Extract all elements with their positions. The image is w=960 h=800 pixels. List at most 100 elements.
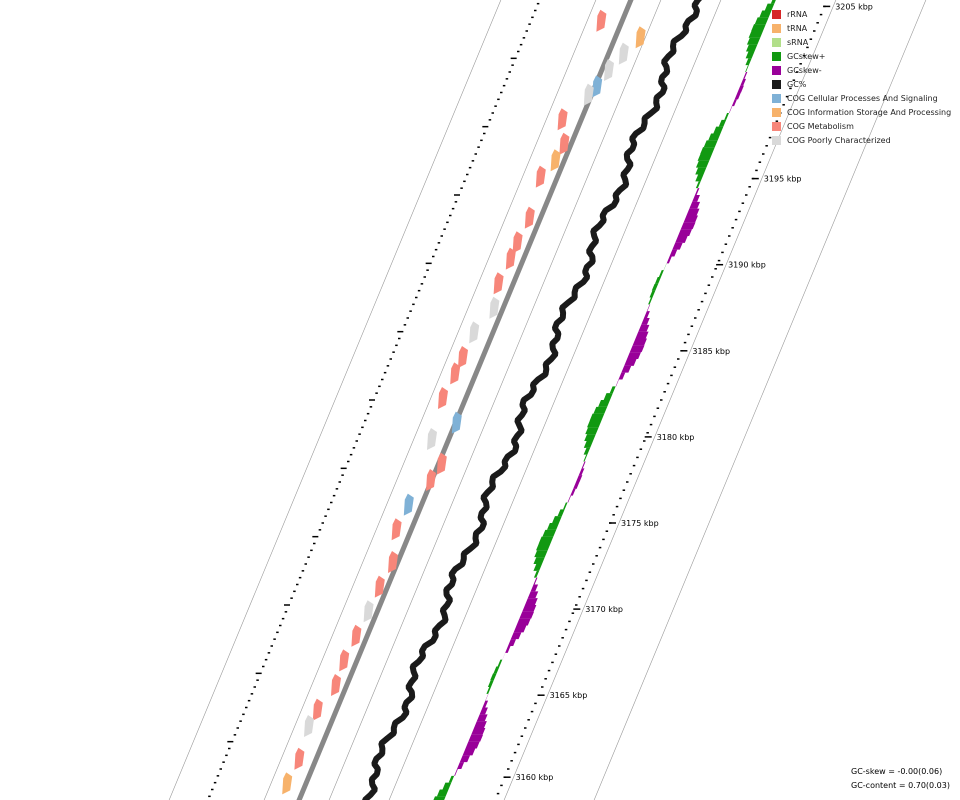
gc-skew-bar: [700, 147, 715, 154]
gc-skew-bar: [680, 222, 696, 230]
gc-skew-bar: [533, 570, 540, 578]
track-lines: [168, 0, 927, 800]
gc-skew-bar: [746, 44, 758, 52]
legend-label: COG Poorly Characterized: [787, 136, 891, 145]
gc-skew-bar: [533, 564, 542, 571]
gene-feature: [493, 272, 504, 295]
legend: rRNA tRNA sRNA GCskew+ GCskew- GC% COG C…: [772, 8, 951, 148]
legend-swatch: [772, 66, 781, 75]
gc-skew-bar: [646, 304, 651, 312]
gene-feature: [351, 624, 362, 647]
gc-skew-bar: [482, 700, 489, 708]
gc-skew-bar: [746, 37, 761, 45]
gc-skew-bar: [493, 666, 500, 674]
gc-skew-bar: [683, 215, 698, 223]
track-guide-line: [503, 0, 837, 800]
gc-skew-bar: [533, 557, 545, 564]
gc-skew-bar: [476, 714, 488, 722]
outer-ruler: [208, 2, 540, 798]
gene-feature: [374, 575, 385, 598]
gene-feature: [592, 75, 603, 98]
legend-label: COG Cellular Processes And Signaling: [787, 94, 938, 103]
gc-skew-bar: [695, 160, 710, 168]
gc-skew-bar: [570, 488, 576, 496]
gc-skew-bar: [519, 611, 534, 619]
gene-feature: [426, 469, 436, 491]
gene-feature: [635, 26, 646, 49]
gene-feature: [450, 362, 461, 385]
gc-skew-bar: [471, 728, 486, 735]
track-guide-line: [168, 0, 502, 800]
gc-skew-bar: [593, 406, 608, 414]
gc-skew-bar: [573, 482, 580, 489]
gc-skew-bar: [587, 420, 602, 428]
legend-label: COG Metabolism: [787, 122, 854, 131]
gc-skew-bar: [770, 0, 776, 4]
gene-feature: [604, 59, 614, 81]
gene-feature: [535, 165, 546, 188]
gc-content-stat: GC-content = 0.70(0.03): [851, 781, 950, 790]
gc-skew-bar: [615, 379, 619, 387]
gc-skew-bar: [697, 154, 712, 161]
gc-skew-bar: [737, 85, 744, 93]
gene-feature: [388, 551, 398, 573]
tick-label: 3195 kbp: [764, 175, 802, 184]
track-guide-line: [593, 0, 927, 800]
gc-skew-bar: [669, 249, 678, 257]
gc-skew-bar: [589, 413, 605, 421]
tick-label: 3165 kbp: [550, 691, 588, 700]
legend-swatch: [772, 38, 781, 47]
gene-feature: [524, 206, 535, 229]
gene-feature: [489, 296, 500, 319]
legend-swatch: [772, 80, 781, 89]
gc-skew-bar: [745, 65, 749, 72]
gene-feature: [505, 247, 516, 270]
genome-backbone: [296, 0, 634, 800]
gc-skew-bar: [745, 51, 755, 59]
legend-item-cog-information: COG Information Storage And Processing: [772, 106, 951, 120]
gc-skew-bar: [474, 721, 487, 728]
gc-skew-bar: [748, 31, 763, 38]
gc-skew-bar: [718, 119, 727, 127]
gc-skew-bar: [584, 434, 596, 441]
legend-swatch: [772, 94, 781, 103]
gc-skew-bar: [534, 550, 548, 558]
gc-skew-bar: [734, 92, 741, 100]
gene-feature: [427, 428, 437, 450]
gc-skew-bar: [618, 372, 626, 380]
gc-skew-bar: [436, 789, 449, 797]
gc-skew-bar: [490, 673, 497, 681]
gene-feature: [469, 321, 480, 344]
legend-item-cog-poorly-characterized: COG Poorly Characterized: [772, 134, 951, 148]
gc-skew-bar: [578, 468, 585, 476]
track-guide-line: [263, 0, 597, 800]
gc-skew-bar: [629, 345, 645, 353]
legend-item-gcskew-minus: GCskew-: [772, 64, 951, 78]
legend-label: GC%: [787, 80, 807, 89]
track-guide-line: [328, 0, 662, 800]
gene-feature: [559, 132, 570, 155]
gene-feature: [583, 83, 594, 106]
gene-feature: [451, 411, 462, 434]
gc-skew-bar: [713, 126, 724, 134]
gc-skew-bar: [754, 17, 769, 25]
legend-swatch: [772, 136, 781, 145]
gene-feature: [458, 346, 468, 368]
gc-skew-bar: [703, 140, 718, 148]
gene-feature: [331, 674, 341, 696]
legend-swatch: [772, 122, 781, 131]
gc-skew-bar: [666, 256, 672, 264]
legend-item-gcskew-plus: GCskew+: [772, 50, 951, 64]
gc-skew-bar: [675, 236, 688, 243]
gene-feature: [312, 698, 323, 721]
tick-label: 3170 kbp: [585, 605, 623, 614]
gc-skew-bar: [743, 72, 748, 79]
gene-feature: [339, 649, 350, 672]
gc-content-track: [362, 0, 702, 800]
gc-skew-bar: [581, 461, 586, 469]
legend-item-rrna: rRNA: [772, 8, 951, 22]
legend-item-gc-percent: GC%: [772, 78, 951, 92]
legend-label: GCskew+: [787, 52, 826, 61]
gene-feature: [618, 42, 629, 65]
gc-skew-bar: [663, 263, 667, 271]
